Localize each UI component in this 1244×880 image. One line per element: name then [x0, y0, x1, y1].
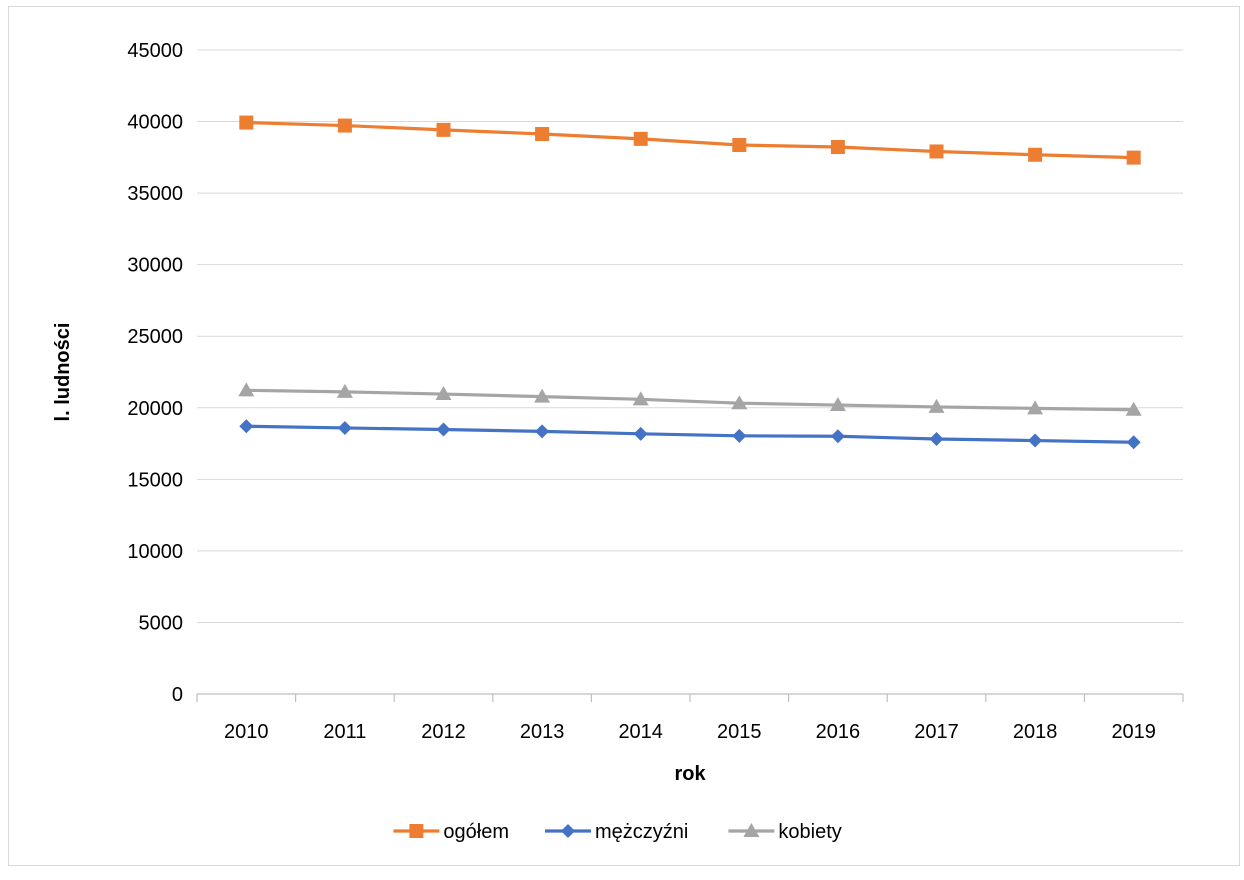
y-tick-label-0: 0	[172, 684, 183, 706]
data-point-0-2015	[732, 138, 747, 153]
data-point-2-2015	[731, 395, 748, 410]
legend-label-2: kobiety	[778, 821, 841, 843]
data-point-0-2014	[633, 131, 648, 146]
x-tick-label-2014: 2014	[618, 721, 663, 743]
x-tick-label-2015: 2015	[717, 721, 762, 743]
y-tick-label-15000: 15000	[127, 469, 183, 491]
data-point-2-2016	[829, 397, 846, 412]
data-point-2-2017	[928, 398, 945, 413]
data-point-1-2019	[1126, 435, 1141, 450]
y-tick-label-10000: 10000	[127, 541, 183, 563]
data-point-1-2018	[1028, 433, 1043, 448]
data-point-2-2014	[632, 391, 649, 406]
data-point-0-2018	[1028, 147, 1043, 162]
series-2	[238, 382, 1142, 416]
data-point-1-2017	[929, 431, 944, 446]
legend-item-1: mężczyźni	[545, 821, 688, 843]
data-point-1-2011	[337, 420, 352, 435]
data-point-0-2017	[929, 144, 944, 159]
data-point-1-2010	[239, 419, 254, 434]
y-tick-label-45000: 45000	[127, 40, 183, 62]
legend-item-0: ogółem	[393, 821, 509, 843]
x-tick-label-2018: 2018	[1013, 721, 1058, 743]
x-tick-label-2019: 2019	[1111, 721, 1156, 743]
x-tick-label-2016: 2016	[816, 721, 861, 743]
x-tick-label-2013: 2013	[520, 721, 565, 743]
data-point-2-2019	[1125, 401, 1142, 416]
data-point-0-2016	[830, 140, 845, 155]
axes: 0 5000 10000 15000 20000 25000 30000 35000 40000…	[127, 40, 1184, 743]
legend-marker-1	[561, 824, 575, 838]
legend-marker-0	[409, 824, 424, 838]
data-point-0-2019	[1126, 150, 1141, 165]
data-point-1-2012	[436, 422, 451, 437]
data-point-2-2011	[336, 383, 353, 398]
x-tick-label-2010: 2010	[224, 721, 269, 743]
series-line-2	[246, 388, 1134, 412]
data-point-0-2010	[239, 115, 254, 130]
data-point-0-2011	[337, 118, 352, 133]
series-1	[239, 419, 1141, 450]
y-tick-label-30000: 30000	[127, 255, 183, 277]
data-point-2-2018	[1027, 400, 1044, 415]
data-point-2-2010	[238, 382, 255, 397]
series-lines	[238, 115, 1142, 450]
x-tick-label-2012: 2012	[421, 721, 466, 743]
data-point-1-2014	[633, 426, 648, 441]
series-0	[239, 115, 1141, 165]
data-point-1-2016	[830, 429, 845, 444]
y-tick-label-25000: 25000	[127, 326, 183, 348]
legend-item-2: kobiety	[728, 821, 842, 843]
x-tick-label-2011: 2011	[323, 721, 366, 743]
legend: ogółem mężczyźni kobiety	[393, 821, 842, 843]
y-tick-label-40000: 40000	[127, 112, 183, 134]
legend-label-1: mężczyźni	[595, 821, 688, 843]
data-point-2-2012	[435, 386, 452, 401]
y-tick-label-35000: 35000	[127, 183, 183, 205]
data-point-1-2013	[535, 424, 550, 439]
data-point-1-2015	[732, 428, 747, 443]
series-line-1	[246, 424, 1134, 444]
data-point-0-2013	[535, 127, 550, 142]
line-chart: 0 5000 10000 15000 20000 25000 30000 35000 40000…	[52, 40, 1184, 843]
data-point-0-2012	[436, 122, 451, 137]
x-axis-title: rok	[674, 763, 706, 785]
gridlines	[197, 49, 1183, 623]
x-tick-label-2017: 2017	[914, 721, 959, 743]
data-point-2-2013	[534, 388, 551, 403]
y-axis-title: l. ludności	[52, 323, 74, 422]
legend-label-0: ogółem	[443, 821, 509, 843]
legend-marker-2	[743, 823, 760, 837]
y-tick-label-20000: 20000	[127, 398, 183, 420]
chart-frame: 0 5000 10000 15000 20000 25000 30000 35000 40000…	[8, 6, 1240, 866]
series-line-0	[246, 120, 1134, 160]
y-tick-label-5000: 5000	[139, 612, 184, 634]
